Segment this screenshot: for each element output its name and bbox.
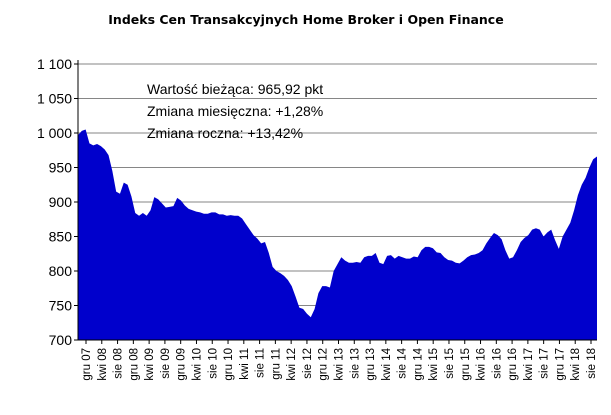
x-tick-label: sie 08 <box>113 348 125 379</box>
x-tick-label: sie 16 <box>491 348 503 379</box>
y-tick-label: 1 000 <box>37 125 72 141</box>
annotation-box: Wartość bieżąca: 965,92 pkt Zmiana miesi… <box>147 81 323 141</box>
x-tick-label: sie 12 <box>302 348 314 379</box>
x-tick-label: gru 12 <box>318 348 330 381</box>
x-tick-label: gru 13 <box>365 348 377 381</box>
x-tick-label: sie 15 <box>444 348 456 379</box>
y-tick-label: 800 <box>49 263 73 279</box>
x-tick-label: kwi 09 <box>144 348 156 381</box>
y-tick-label: 750 <box>49 298 73 314</box>
x-tick-label: sie 18 <box>586 348 598 379</box>
y-tick-label: 1 050 <box>37 91 72 107</box>
y-axis-ticks: 700 750 800 850 900 950 1 000 1 050 1 100 <box>37 56 78 348</box>
chart-title: Indeks Cen Transakcyjnych Home Broker i … <box>108 12 503 27</box>
x-tick-label: gru 14 <box>412 347 424 380</box>
x-tick-label: sie 13 <box>349 348 361 379</box>
x-tick-label: kwi 14 <box>381 347 393 380</box>
x-tick-label: sie 10 <box>207 348 219 379</box>
x-tick-label: gru 07 <box>81 348 93 381</box>
series-area <box>78 129 597 340</box>
x-tick-label: kwi 18 <box>570 348 582 381</box>
x-tick-label: kwi 12 <box>286 348 298 381</box>
y-tick-label: 1 100 <box>37 56 72 72</box>
x-tick-label: gru 16 <box>507 348 519 381</box>
x-tick-label: gru 09 <box>176 348 188 381</box>
y-tick-label: 850 <box>49 229 73 245</box>
x-tick-label: kwi 16 <box>476 348 488 381</box>
x-tick-label: gru 10 <box>223 348 235 381</box>
x-tick-label: gru 17 <box>554 348 566 381</box>
x-tick-label: kwi 15 <box>428 348 440 381</box>
x-tick-label: sie 11 <box>255 348 267 378</box>
annotation-monthly-change: Zmiana miesięczna: +1,28% <box>147 103 323 119</box>
x-tick-label: sie 09 <box>160 348 172 379</box>
x-tick-label: kwi 10 <box>191 348 203 381</box>
x-tick-label: gru 08 <box>128 348 140 381</box>
x-tick-label: gru 11 <box>270 348 282 380</box>
annotation-current-value: Wartość bieżąca: 965,92 pkt <box>147 81 323 97</box>
x-tick-label: sie 17 <box>539 348 551 379</box>
x-tick-label: gru 15 <box>460 348 472 381</box>
y-tick-label: 700 <box>49 332 73 348</box>
x-tick-label: sie 14 <box>397 347 409 378</box>
x-tick-label: kwi 11 <box>239 348 251 380</box>
y-tick-label: 900 <box>49 194 73 210</box>
x-tick-label: kwi 17 <box>523 348 535 381</box>
x-axis-ticks: gru 07 kwi 08 sie 08 gru 08 kwi 09 sie 09 gru … <box>81 340 598 381</box>
annotation-yearly-change: Zmiana roczna: +13,42% <box>147 125 303 141</box>
y-tick-label: 950 <box>49 160 73 176</box>
x-tick-label: kwi 08 <box>97 348 109 381</box>
plot-area <box>78 129 597 340</box>
x-tick-label: kwi 13 <box>334 348 346 381</box>
